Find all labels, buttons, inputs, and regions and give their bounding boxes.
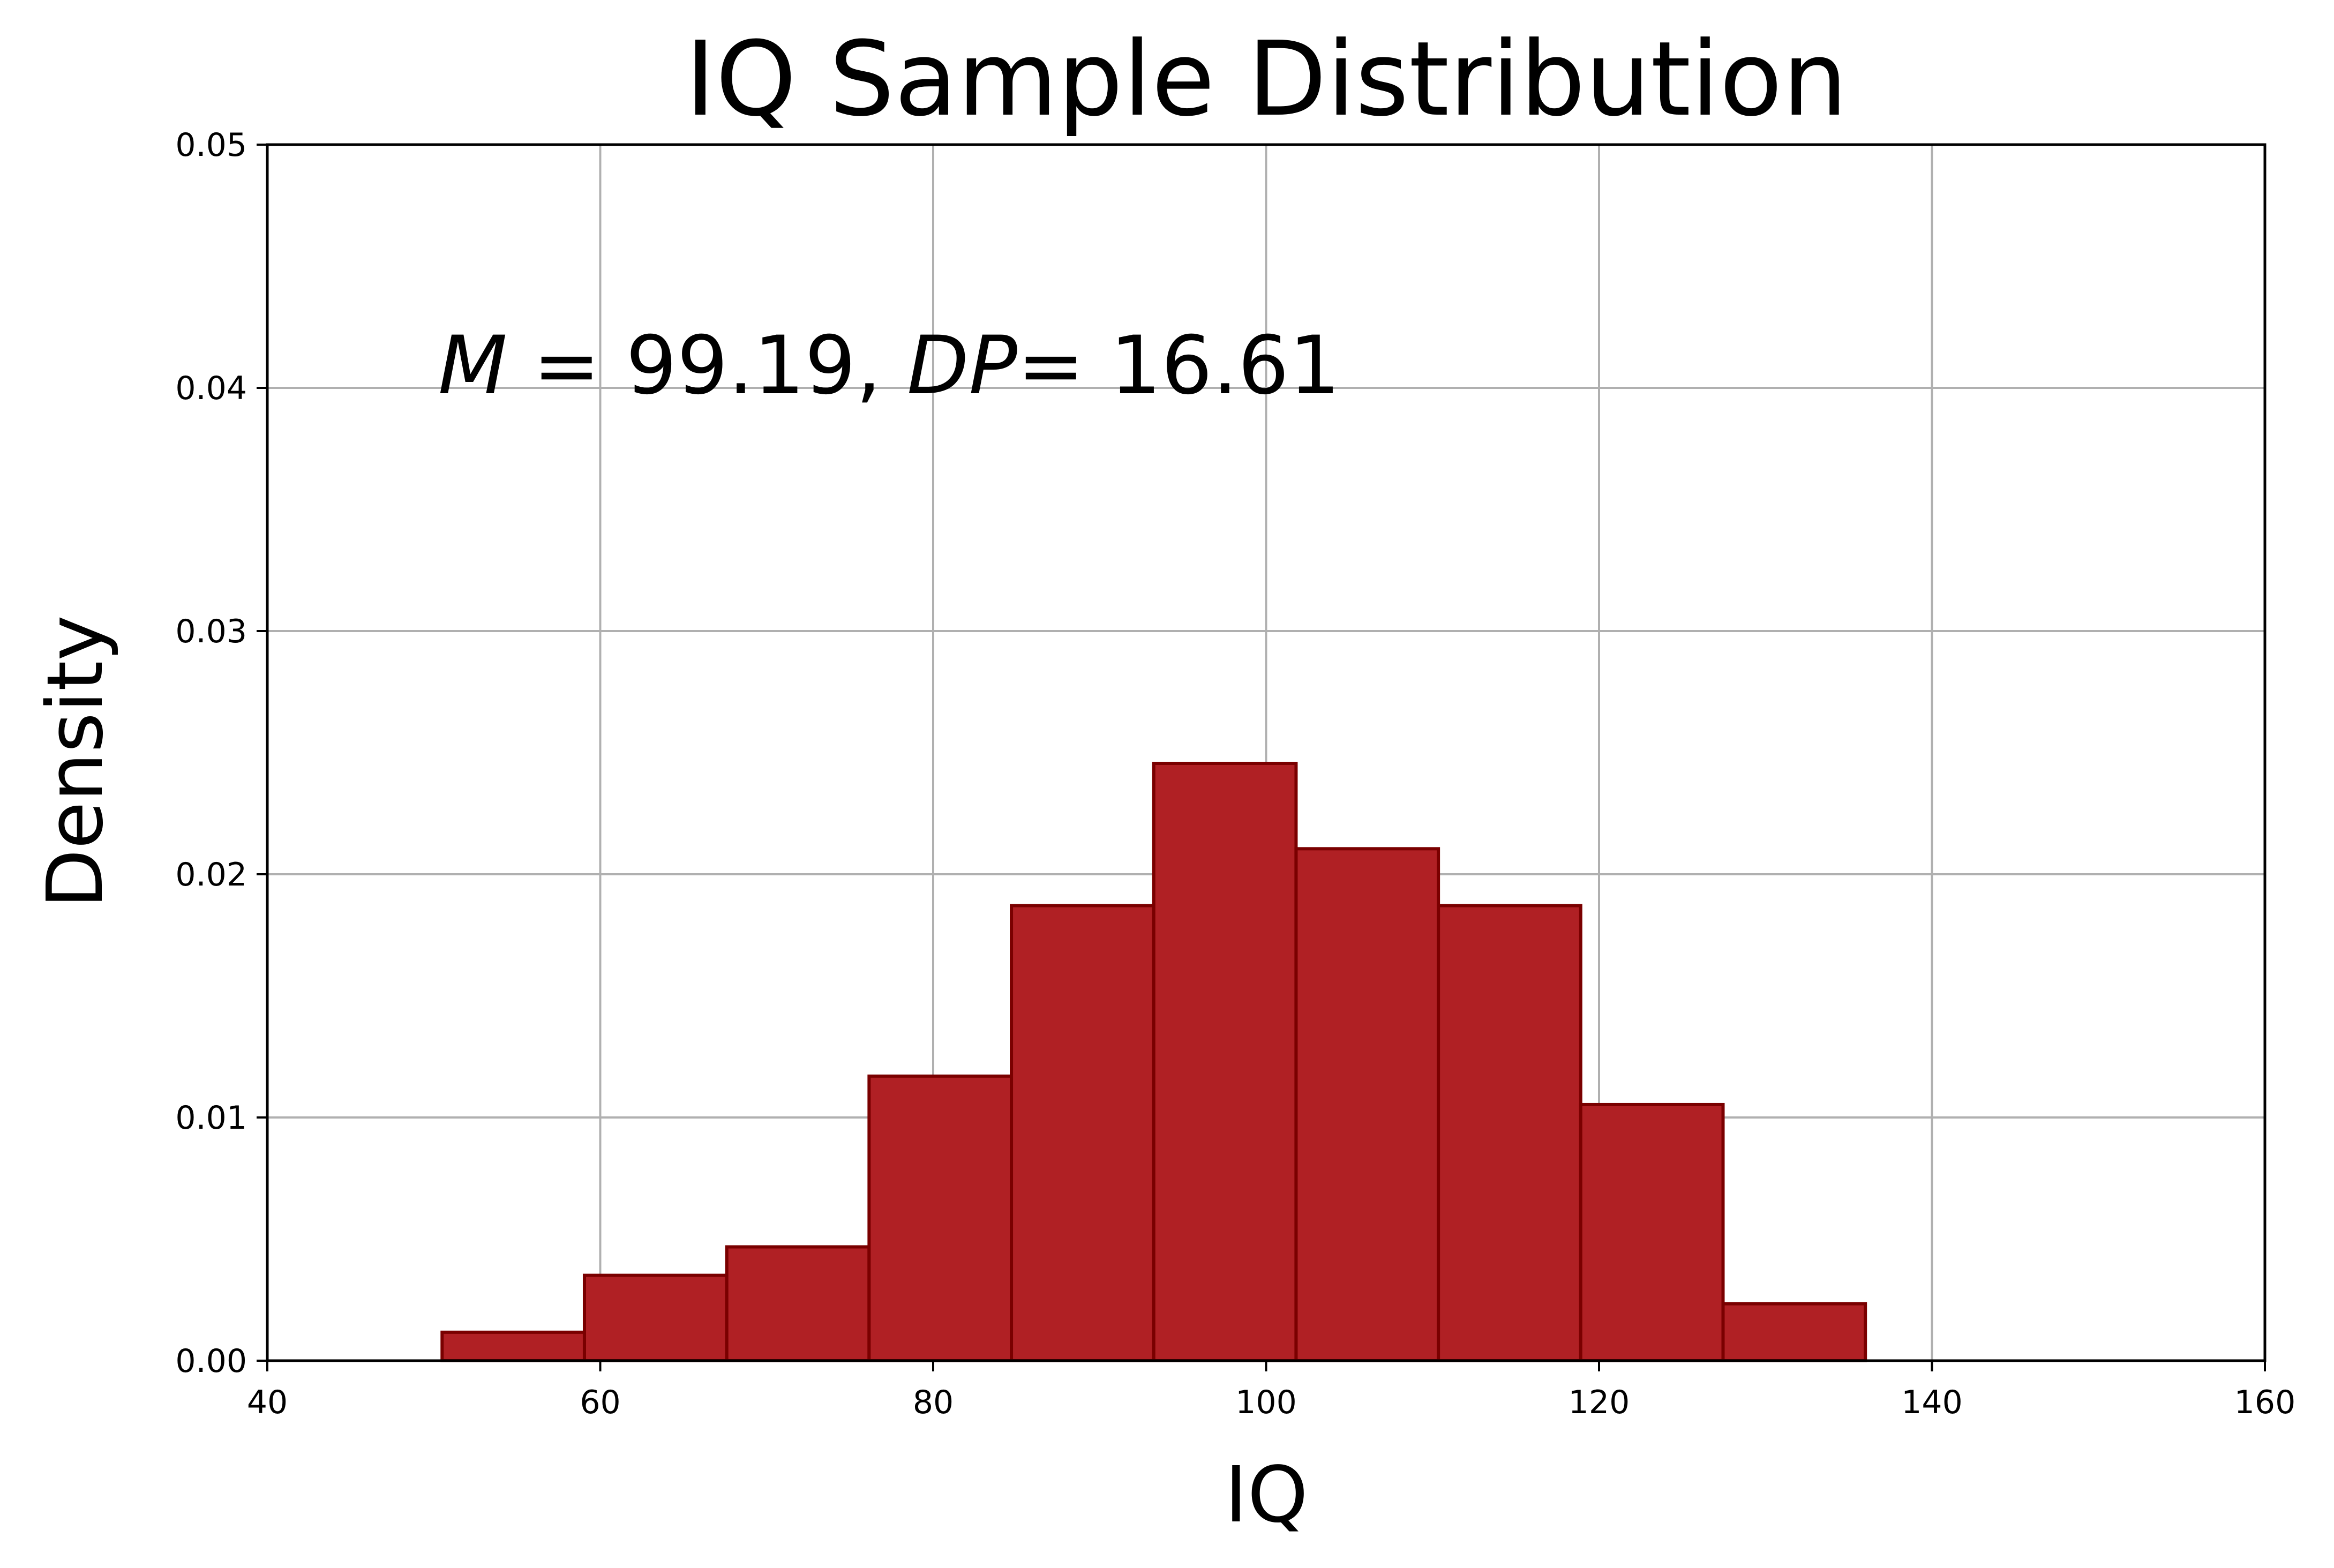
histogram-bar (440, 1330, 586, 1363)
histogram-bar (1010, 904, 1155, 1363)
mean-symbol: M (438, 319, 507, 412)
y-tick-label: 0.04 (175, 370, 247, 407)
x-tick-label: 140 (1901, 1384, 1963, 1421)
histogram-bar (1437, 904, 1582, 1363)
sd-value: = 16.61 (1017, 319, 1340, 412)
y-tick-label: 0.00 (175, 1342, 247, 1380)
x-tick-label: 40 (247, 1384, 288, 1421)
sd-symbol: DP (907, 319, 1018, 412)
x-axis-label: IQ (1225, 1450, 1308, 1540)
x-tick-label: 80 (913, 1384, 954, 1421)
histogram-bar (867, 1074, 1014, 1362)
y-tick-label: 0.02 (175, 856, 247, 894)
chart-title: IQ Sample Distribution (685, 20, 1848, 139)
histogram-bar (1152, 761, 1298, 1362)
x-tick-label: 60 (580, 1384, 620, 1421)
stats-annotation: M = 99.19, DP= 16.61 (438, 319, 1340, 412)
y-axis-ticks: 0.00 0.01 0.02 0.03 0.04 0.05 (175, 126, 267, 1380)
x-tick-label: 160 (2234, 1384, 2296, 1421)
histogram-bar (582, 1273, 729, 1362)
y-tick-label: 0.03 (175, 613, 247, 650)
x-tick-label: 120 (1568, 1384, 1630, 1421)
mean-value: = 99.19, (507, 319, 907, 412)
y-tick-label: 0.05 (175, 126, 247, 164)
x-tick-label: 100 (1235, 1384, 1297, 1421)
y-axis-label: Density (30, 615, 120, 908)
x-axis-ticks: 40 60 80 100 120 140 160 (247, 1361, 2295, 1421)
y-tick-label: 0.01 (175, 1099, 247, 1137)
histogram-bar (725, 1245, 871, 1363)
histogram-bar (1579, 1102, 1725, 1362)
histogram-bar (1294, 847, 1440, 1362)
histogram-bars (440, 761, 1867, 1363)
histogram-bar (1721, 1302, 1867, 1362)
